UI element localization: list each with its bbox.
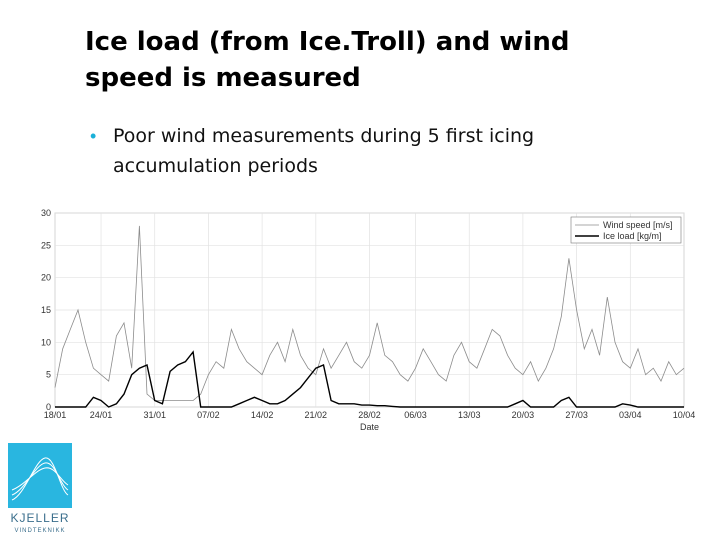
y-tick-label: 20 bbox=[41, 273, 51, 283]
x-tick-label: 10/04 bbox=[673, 410, 696, 420]
y-tick-label: 0 bbox=[46, 402, 51, 412]
y-tick-label: 25 bbox=[41, 240, 51, 250]
x-tick-label: 03/04 bbox=[619, 410, 642, 420]
logo-wave bbox=[11, 462, 69, 496]
y-tick-label: 15 bbox=[41, 305, 51, 315]
x-tick-label: 18/01 bbox=[44, 410, 67, 420]
logo-box bbox=[8, 443, 72, 508]
bullet-text: accumulation periods bbox=[113, 155, 318, 177]
x-tick-label: 27/03 bbox=[565, 410, 588, 420]
legend-box bbox=[570, 216, 682, 244]
x-tick-label: 21/02 bbox=[305, 410, 328, 420]
bullet-text: Poor wind measurements during 5 first ic… bbox=[113, 125, 534, 147]
x-tick-label: 24/01 bbox=[90, 410, 113, 420]
logo-wave bbox=[11, 457, 69, 501]
x-tick-label: 20/03 bbox=[512, 410, 535, 420]
logo-wave bbox=[11, 467, 69, 491]
x-tick-label: 31/01 bbox=[143, 410, 166, 420]
y-tick-label: 30 bbox=[41, 208, 51, 218]
logo: KJELLER VINDTEKNIKK bbox=[8, 443, 72, 534]
y-tick-label: 5 bbox=[46, 370, 51, 380]
y-tick-label: 10 bbox=[41, 337, 51, 347]
x-tick-label: 28/02 bbox=[358, 410, 381, 420]
legend-label: Ice load [kg/m] bbox=[603, 231, 662, 241]
bullet-dot: • bbox=[90, 126, 96, 146]
logo-name: KJELLER bbox=[10, 511, 69, 525]
data-line bbox=[54, 225, 685, 401]
x-axis-label: Date bbox=[360, 422, 379, 432]
logo-subname: VINDTEKNIKK bbox=[14, 528, 65, 534]
x-tick-label: 07/02 bbox=[197, 410, 220, 420]
x-tick-label: 06/03 bbox=[404, 410, 427, 420]
x-tick-label: 13/03 bbox=[458, 410, 481, 420]
data-line bbox=[55, 350, 684, 408]
legend-label: Wind speed [m/s] bbox=[603, 220, 673, 230]
x-tick-label: 14/02 bbox=[251, 410, 274, 420]
slide-title: speed is measured bbox=[85, 63, 361, 93]
slide-title: Ice load (from Ice.Troll) and wind bbox=[85, 27, 569, 57]
